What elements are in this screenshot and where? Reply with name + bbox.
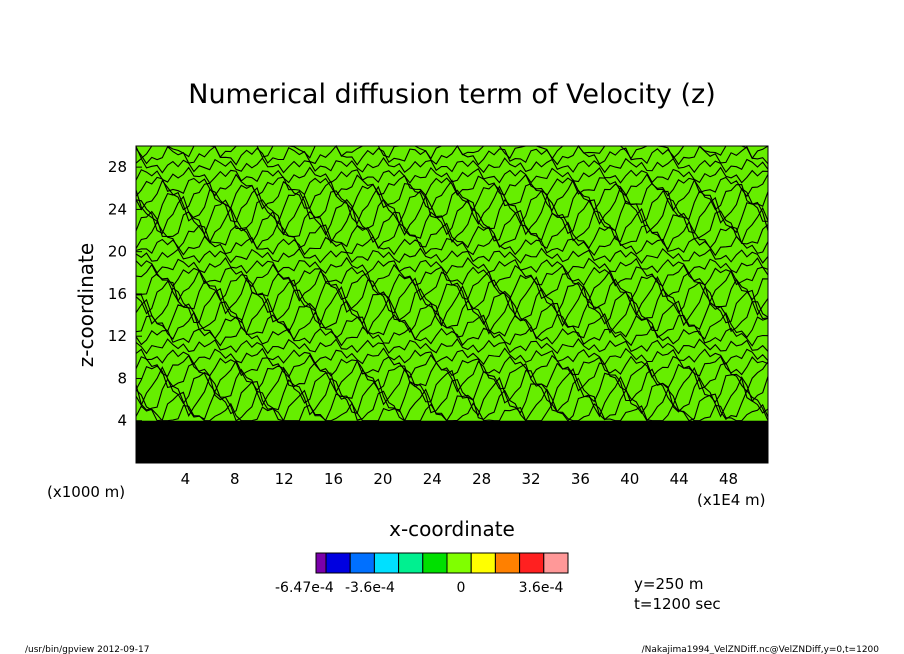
- contour-line: [135, 269, 769, 303]
- colorbar-swatch: [422, 552, 448, 574]
- contour-line: [135, 311, 769, 341]
- contour-line: [135, 388, 769, 422]
- colorbar-swatch: [349, 552, 375, 574]
- y-tick-label: 20: [108, 243, 127, 261]
- x-tick-label: 32: [521, 470, 540, 488]
- contour-line: [135, 220, 769, 251]
- x-tick-label: 44: [670, 470, 689, 488]
- colorbar-label-pos: 3.6e-4: [519, 580, 564, 596]
- x-tick-label: 8: [230, 470, 240, 488]
- contour-line: [135, 178, 769, 212]
- colorbar-swatch: [325, 552, 351, 574]
- contour-line: [135, 173, 769, 198]
- contour-line: [135, 185, 769, 225]
- contour-line: [135, 247, 769, 265]
- contour-line: [135, 366, 769, 407]
- contour-line: [135, 157, 769, 174]
- plot-frame: [135, 145, 769, 464]
- y-value-annotation: y=250 m: [634, 575, 703, 593]
- colorbar-swatch: [494, 552, 521, 574]
- footer-right: /Nakajima1994_VelZNDiff.nc@VelZNDiff,y=0…: [642, 645, 880, 654]
- y-tick-label: 16: [108, 285, 127, 303]
- x-tick-label: 20: [373, 470, 392, 488]
- y-tick-label: 28: [108, 158, 127, 176]
- contour-lines: [135, 144, 769, 422]
- colorbar-swatch: [543, 552, 569, 574]
- x-tick-label: 16: [324, 470, 343, 488]
- colorbar: [315, 552, 569, 574]
- contour-line: [135, 297, 769, 335]
- colorbar-swatch: [398, 552, 424, 574]
- x-tick-label: 4: [181, 470, 191, 488]
- x-tick-label: 24: [423, 470, 442, 488]
- x-tick-label: 12: [275, 470, 294, 488]
- dense-contour-region: [136, 420, 768, 463]
- contour-line: [135, 347, 769, 366]
- contour-line: [135, 235, 769, 257]
- contour-line: [135, 402, 769, 422]
- x-tick-label: 36: [571, 470, 590, 488]
- contour-line: [135, 275, 769, 317]
- contour-line: [135, 338, 769, 355]
- y-tick-label: 12: [108, 327, 127, 345]
- colorbar-swatch: [315, 552, 327, 574]
- x-axis-unit: (x1E4 m): [697, 491, 766, 509]
- contour-line: [135, 284, 769, 327]
- contour-line: [135, 256, 769, 275]
- colorbar-swatch: [373, 552, 400, 574]
- y-axis-ticks: 4 8 12 16 20 24 28: [108, 158, 142, 430]
- colorbar-label-min: -6.47e-4: [275, 580, 334, 596]
- chart-title: Numerical diffusion term of Velocity (z): [188, 79, 716, 110]
- t-value-annotation: t=1200 sec: [634, 595, 721, 613]
- colorbar-label-neg: -3.6e-4: [345, 580, 395, 596]
- contour-line: [135, 144, 769, 166]
- x-axis-ticks: 4 8 12 16 20 24 28 32 36 40 44 48: [181, 457, 738, 488]
- x-tick-label: 48: [719, 470, 738, 488]
- contour-line: [135, 354, 769, 379]
- x-axis-label: x-coordinate: [389, 517, 515, 541]
- contour-line: [135, 263, 769, 288]
- footer-left: /usr/bin/gpview 2012-09-17: [25, 645, 149, 654]
- y-axis-unit: (x1000 m): [47, 483, 125, 501]
- contour-line: [135, 194, 769, 236]
- y-tick-label: 4: [117, 412, 127, 430]
- colorbar-swatch: [446, 552, 472, 574]
- colorbar-swatch: [470, 552, 496, 574]
- x-tick-label: 28: [472, 470, 491, 488]
- y-tick-label: 24: [108, 200, 127, 218]
- contour-line: [135, 166, 769, 184]
- y-tick-label: 8: [117, 369, 127, 387]
- x-tick-label: 40: [620, 470, 639, 488]
- colorbar-label-zero: 0: [457, 580, 466, 596]
- contour-line: [135, 359, 769, 394]
- colorbar-swatch: [519, 552, 545, 574]
- y-axis-label: z-coordinate: [74, 243, 98, 367]
